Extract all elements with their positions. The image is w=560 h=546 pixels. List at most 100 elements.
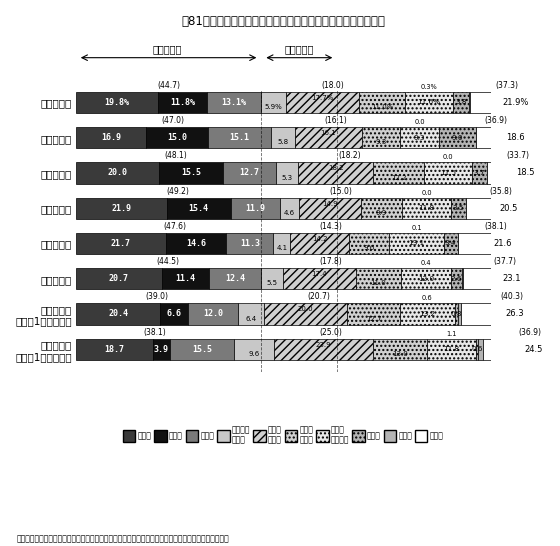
Bar	[347, 304, 400, 324]
Text: 17.7%: 17.7%	[311, 95, 334, 101]
Text: 12.4: 12.4	[225, 274, 245, 283]
Bar	[291, 233, 349, 254]
Text: (44.7): (44.7)	[157, 81, 180, 90]
Text: 18.5: 18.5	[516, 169, 535, 177]
Bar	[469, 92, 470, 113]
Text: 0.1: 0.1	[411, 225, 422, 231]
Text: 13.0: 13.0	[392, 351, 408, 357]
Text: (47.6): (47.6)	[163, 222, 186, 231]
Text: 20.5: 20.5	[499, 204, 517, 213]
Bar	[472, 162, 487, 183]
Bar	[167, 198, 231, 219]
Text: 11.0%: 11.0%	[371, 104, 393, 110]
Text: 4.6: 4.6	[284, 210, 295, 216]
Text: 21.9: 21.9	[111, 204, 131, 213]
Bar	[483, 339, 560, 360]
Bar	[76, 339, 153, 360]
Text: 15.4: 15.4	[189, 204, 209, 213]
Bar	[458, 304, 460, 324]
Text: 14.2: 14.2	[312, 236, 328, 242]
Text: 23.9: 23.9	[316, 342, 331, 348]
Bar	[462, 268, 464, 289]
Text: (33.7): (33.7)	[506, 151, 529, 161]
Text: （注）「市町村合計」とは、大都市、中核市、特例市、中都市、小都市及び町村の単純合計額である。: （注）「市町村合計」とは、大都市、中核市、特例市、中都市、小都市及び町村の単純合…	[17, 535, 230, 543]
Text: 20.0: 20.0	[298, 306, 314, 312]
Text: 12.0: 12.0	[418, 276, 434, 282]
Text: 1.1: 1.1	[446, 330, 456, 336]
Bar	[360, 92, 405, 113]
Text: 0.0: 0.0	[442, 155, 453, 161]
Title: 第81図　市町村の規模別歳出（性質別）決算の状況（構成比）: 第81図 市町村の規模別歳出（性質別）決算の状況（構成比）	[181, 15, 385, 28]
Text: 11.3: 11.3	[240, 239, 260, 248]
Bar	[298, 162, 374, 183]
Text: (15.0): (15.0)	[330, 187, 352, 195]
Legend: 人件費, 扶助費, 公債費, 普通建設
事業費, 補　助
事業費, 単　独
事業費, その他
投資経費, 物件費, 貸付金, その他: 人件費, 扶助費, 公債費, 普通建設 事業費, 補 助 事業費, 単 独 事業…	[120, 422, 447, 448]
Text: 19.8%: 19.8%	[104, 98, 129, 107]
Text: 21.7: 21.7	[111, 239, 131, 248]
Bar	[464, 268, 559, 289]
Bar	[362, 127, 400, 149]
Text: 12.7: 12.7	[240, 169, 259, 177]
Text: 5.5: 5.5	[267, 280, 277, 286]
Text: 4.1: 4.1	[276, 245, 287, 251]
Text: (17.8): (17.8)	[320, 257, 342, 266]
Bar	[273, 233, 291, 254]
Text: 26.3: 26.3	[506, 310, 525, 318]
Text: 21.9%: 21.9%	[502, 98, 529, 107]
Bar	[400, 304, 455, 324]
Bar	[76, 92, 158, 113]
Text: 11.6%: 11.6%	[418, 99, 441, 105]
Text: (48.1): (48.1)	[165, 151, 187, 161]
Text: 3.9: 3.9	[154, 345, 169, 354]
Text: 0.8: 0.8	[451, 311, 462, 317]
Text: 21.6: 21.6	[494, 239, 512, 248]
Bar	[478, 339, 483, 360]
Text: (18.0): (18.0)	[322, 81, 344, 90]
Bar	[209, 268, 260, 289]
Text: (38.1): (38.1)	[484, 222, 507, 231]
Text: 11.8%: 11.8%	[170, 98, 195, 107]
Bar	[427, 339, 476, 360]
Text: 2.6: 2.6	[451, 276, 462, 282]
Bar	[286, 92, 360, 113]
Text: (38.1): (38.1)	[143, 328, 166, 336]
Text: (35.8): (35.8)	[489, 187, 512, 195]
Bar	[361, 198, 402, 219]
Bar	[439, 127, 477, 149]
Bar	[280, 198, 299, 219]
Text: 5.9%: 5.9%	[265, 104, 282, 110]
Bar	[405, 92, 453, 113]
Text: 3.5: 3.5	[452, 205, 464, 211]
Text: (14.3): (14.3)	[320, 222, 343, 231]
Bar	[374, 162, 424, 183]
Bar	[274, 339, 373, 360]
Bar	[237, 304, 264, 324]
Text: 18.7: 18.7	[105, 345, 125, 354]
Text: 3.8: 3.8	[455, 99, 466, 105]
Text: 12.0: 12.0	[203, 310, 223, 318]
Text: (20.7): (20.7)	[307, 292, 330, 301]
Bar	[159, 162, 223, 183]
Bar	[400, 127, 439, 149]
Text: (37.3): (37.3)	[496, 81, 519, 90]
Text: 12.7: 12.7	[366, 316, 381, 322]
Text: 11.8: 11.8	[444, 346, 460, 352]
Bar	[234, 339, 274, 360]
Text: 0.0: 0.0	[421, 189, 432, 195]
Text: (44.5): (44.5)	[157, 257, 180, 266]
Bar	[226, 233, 273, 254]
Text: 13.1: 13.1	[408, 240, 424, 246]
Text: 17.4: 17.4	[312, 271, 327, 277]
Text: 23.1: 23.1	[502, 274, 521, 283]
Bar	[487, 162, 560, 183]
Bar	[476, 339, 478, 360]
Text: 3.4: 3.4	[445, 240, 456, 246]
Bar	[223, 162, 276, 183]
Text: 0.6: 0.6	[422, 295, 433, 301]
Text: 0.3%: 0.3%	[421, 84, 437, 90]
Text: 9.0: 9.0	[452, 135, 464, 141]
Text: 5.8: 5.8	[277, 139, 288, 145]
Bar	[470, 92, 560, 113]
Bar	[231, 198, 280, 219]
Text: 24.5: 24.5	[525, 345, 543, 354]
